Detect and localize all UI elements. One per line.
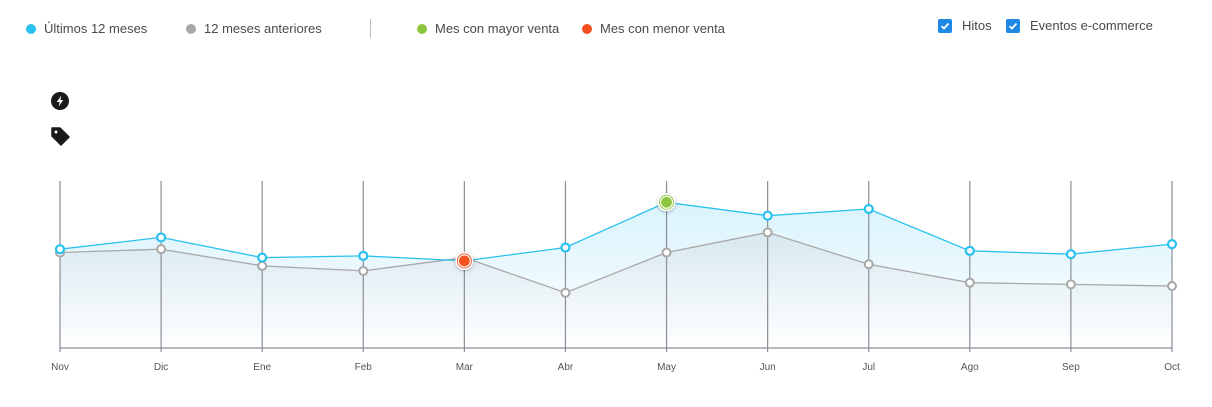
- bolt-icon[interactable]: [51, 92, 69, 115]
- x-axis-labels: Nov Dic Ene Feb Mar Abr May Jun Jul Ago Sep Oct: [51, 362, 1180, 373]
- legend-dot-icon: [582, 23, 592, 34]
- legend-item-worst-month: Mes con menor venta: [582, 21, 725, 36]
- data-point-last[interactable]: [560, 242, 571, 253]
- legend-dot-icon: [26, 23, 36, 34]
- legend-item-best-month: Mes con mayor venta: [417, 21, 559, 36]
- legend-item-previous-12-months[interactable]: 12 meses anteriores: [186, 21, 322, 36]
- data-point-previous[interactable]: [560, 287, 571, 298]
- legend-divider: [370, 19, 371, 38]
- data-point-previous[interactable]: [863, 259, 874, 270]
- x-tick-label: Jul: [862, 362, 875, 373]
- x-tick-label: Oct: [1164, 362, 1180, 373]
- data-point-last[interactable]: [1166, 239, 1178, 250]
- tag-icon[interactable]: [51, 127, 70, 151]
- x-tick-label: Abr: [558, 362, 574, 373]
- x-tick-label: Dic: [154, 362, 168, 373]
- checkbox-checked-icon[interactable]: [1006, 18, 1020, 33]
- data-point-last[interactable]: [54, 244, 66, 255]
- x-tick-label: May: [657, 362, 676, 373]
- legend-item-last-12-months[interactable]: Últimos 12 meses: [26, 21, 147, 36]
- x-tick-label: Jun: [760, 362, 776, 373]
- x-tick-label: Mar: [456, 362, 474, 373]
- toggle-ecommerce-events[interactable]: Eventos e-commerce: [1006, 18, 1153, 33]
- checkbox-checked-icon[interactable]: [938, 18, 952, 33]
- toggle-label: Eventos e-commerce: [1030, 18, 1153, 33]
- x-tick-label: Ene: [253, 362, 271, 373]
- data-point-previous[interactable]: [257, 260, 268, 271]
- x-tick-label: Sep: [1062, 362, 1080, 373]
- data-point-last[interactable]: [964, 245, 975, 256]
- data-point-last[interactable]: [155, 232, 167, 243]
- toggle-hitos[interactable]: Hitos: [938, 18, 992, 33]
- data-point-previous[interactable]: [1167, 281, 1177, 292]
- legend-label: Mes con menor venta: [600, 21, 726, 36]
- x-tick-label: Nov: [51, 362, 69, 373]
- data-point-last[interactable]: [762, 210, 773, 221]
- data-point-previous[interactable]: [762, 227, 773, 238]
- data-point-previous[interactable]: [358, 265, 369, 276]
- legend-label: Mes con mayor venta: [435, 21, 560, 36]
- data-point-last[interactable]: [358, 250, 369, 261]
- data-point-previous[interactable]: [661, 247, 672, 258]
- x-tick-label: Ago: [961, 362, 979, 373]
- data-point-previous[interactable]: [1065, 279, 1076, 290]
- legend-dot-icon: [417, 23, 427, 34]
- toggle-label: Hitos: [962, 18, 992, 33]
- data-point-previous[interactable]: [156, 244, 167, 255]
- line-last-12-months: [59, 201, 1173, 262]
- data-point-last[interactable]: [1065, 249, 1077, 260]
- line-previous-12-months: [59, 231, 1173, 294]
- data-point-previous[interactable]: [964, 277, 975, 288]
- legend-label: 12 meses anteriores: [204, 21, 322, 36]
- data-point-last[interactable]: [257, 252, 268, 263]
- x-tick-label: Feb: [355, 362, 373, 373]
- data-point-last[interactable]: [863, 203, 874, 215]
- legend-dot-icon: [186, 23, 196, 34]
- legend-label: Últimos 12 meses: [44, 21, 148, 36]
